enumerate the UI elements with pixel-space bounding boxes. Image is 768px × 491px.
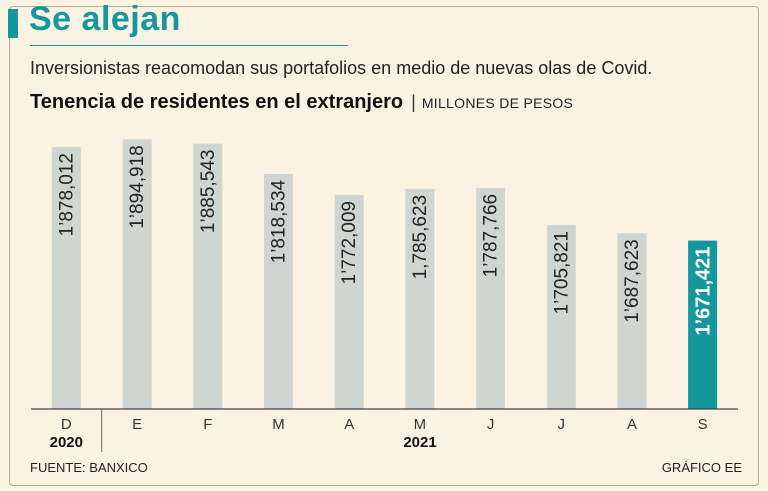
bar — [476, 187, 506, 409]
bar — [51, 147, 81, 409]
bar — [264, 173, 293, 409]
year-label-2020: 2020 — [50, 434, 83, 451]
bar — [334, 195, 364, 409]
chart-unit: MILLONES DE PESOS — [421, 95, 574, 111]
bar-value-label: 1’818,534 — [269, 179, 290, 263]
x-tick-label: J — [487, 416, 495, 433]
x-tick-label: D — [61, 416, 72, 433]
bar-value-label: 1’878,012 — [56, 153, 77, 236]
bar — [405, 188, 435, 409]
bar-value-label: 1,785,623 — [410, 195, 431, 280]
x-tick-label: M — [414, 416, 427, 433]
x-tick-label: F — [203, 416, 212, 433]
bar-value-label: 1’787,766 — [481, 194, 502, 277]
x-tick-label: J — [558, 416, 566, 433]
x-tick-label: S — [698, 416, 708, 433]
bar-value-label: 1’687,623 — [622, 239, 643, 322]
x-tick-label: E — [132, 416, 142, 433]
bar — [122, 139, 152, 410]
chart-title: Tenencia de residentes en el extranjero — [30, 91, 404, 113]
bar-value-label: 1’671,421 — [693, 247, 715, 336]
bar-value-label: 1’894,918 — [127, 145, 148, 228]
graphic-credit: GRÁFICO EE — [661, 460, 742, 475]
headline-rule — [30, 45, 348, 46]
bar — [688, 240, 718, 409]
source-note: FUENTE: BANXICO — [30, 460, 148, 475]
bar — [617, 233, 647, 409]
title-separator: | — [411, 92, 416, 112]
x-tick-label: A — [627, 416, 637, 433]
x-tick-label: A — [344, 416, 354, 433]
year-label-2021: 2021 — [403, 434, 436, 451]
chart-frame — [9, 6, 759, 486]
bar-value-label: 1’772,009 — [339, 201, 360, 284]
x-tick-label: M — [272, 416, 285, 433]
headline: Se alejan — [29, 0, 181, 38]
chart-title-row: Tenencia de residentes en el extranjero |… — [30, 91, 573, 114]
headline-accent-bar — [8, 9, 18, 38]
bar — [546, 225, 576, 409]
bar-value-label: 1’705,821 — [551, 231, 572, 314]
bar — [193, 143, 223, 409]
bar-value-label: 1’885,543 — [198, 150, 219, 233]
subtitle: Inversionistas reacomodan sus portafolio… — [30, 58, 653, 78]
